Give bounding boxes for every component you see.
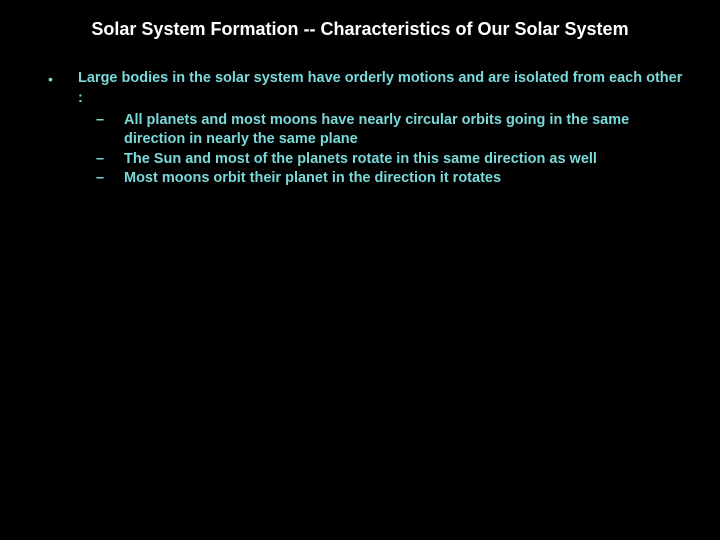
sub-bullet-item: – The Sun and most of the planets rotate… xyxy=(96,150,690,170)
slide: Solar System Formation -- Characteristic… xyxy=(0,0,720,540)
slide-title: Solar System Formation -- Characteristic… xyxy=(30,18,690,41)
bullet-item: • Large bodies in the solar system have … xyxy=(48,69,690,108)
sub-bullet-text: Most moons orbit their planet in the dir… xyxy=(124,169,690,189)
sub-bullet-item: – All planets and most moons have nearly… xyxy=(96,111,690,150)
sub-bullet-marker: – xyxy=(96,150,124,170)
sub-bullet-marker: – xyxy=(96,169,124,189)
sub-bullet-item: – Most moons orbit their planet in the d… xyxy=(96,169,690,189)
sub-bullet-text: All planets and most moons have nearly c… xyxy=(124,111,690,150)
sub-bullet-marker: – xyxy=(96,111,124,131)
slide-body: • Large bodies in the solar system have … xyxy=(30,69,690,188)
sub-bullet-list: – All planets and most moons have nearly… xyxy=(48,111,690,189)
bullet-marker: • xyxy=(48,69,78,89)
bullet-text: Large bodies in the solar system have or… xyxy=(78,69,690,108)
sub-bullet-text: The Sun and most of the planets rotate i… xyxy=(124,150,690,170)
